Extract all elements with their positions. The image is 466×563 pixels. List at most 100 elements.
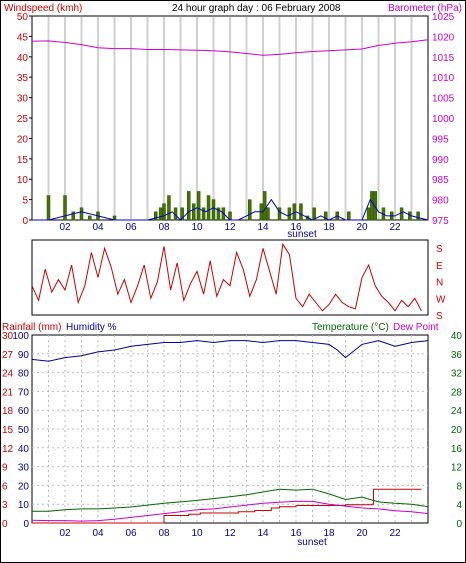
gust-bar xyxy=(287,207,292,221)
gust-bar xyxy=(154,211,158,221)
temperature-tick-label: 12 xyxy=(451,463,463,474)
gust-bar xyxy=(266,207,270,221)
gust-bar xyxy=(211,199,216,221)
temperature-tick-label: 20 xyxy=(451,425,463,436)
temperature-tick-label: 24 xyxy=(451,406,463,417)
temperature-tick-label: 16 xyxy=(451,444,463,455)
windspeed-tick-label: 35 xyxy=(17,73,29,84)
gust-bar xyxy=(79,207,84,221)
gust-bar xyxy=(46,195,51,221)
barometer-tick-label: 1010 xyxy=(432,73,455,84)
barometer-tick-label: 1020 xyxy=(432,32,455,43)
humidity-tick-label: 60 xyxy=(18,406,30,417)
windspeed-tick-label: 25 xyxy=(17,114,29,125)
direction-plot-area xyxy=(31,239,429,316)
gust-bar xyxy=(248,199,252,221)
direction-tick-label: S xyxy=(436,244,443,255)
rainfall-axis-label: Rainfall (mm) xyxy=(2,322,61,333)
time-tick-label: 16 xyxy=(290,528,302,539)
rainfall-tick-label: 12 xyxy=(2,444,14,455)
direction-tick-label: S xyxy=(436,311,443,322)
rainfall-tick-label: 27 xyxy=(2,350,14,361)
windspeed-tick-label: 5 xyxy=(22,196,28,207)
temperature-tick-label: 0 xyxy=(456,519,462,530)
time-tick-label: 16 xyxy=(290,222,302,233)
time-tick-label: 12 xyxy=(224,222,236,233)
humidity-line xyxy=(31,340,429,362)
rainfall-tick-label: 21 xyxy=(2,387,14,398)
time-tick-label: 12 xyxy=(224,528,236,539)
humidity-tick-label: 40 xyxy=(18,444,30,455)
time-tick-label: 02 xyxy=(59,528,71,539)
humidity-tick-label: 50 xyxy=(18,425,30,436)
barometer-tick-label: 975 xyxy=(432,216,449,227)
barometer-tick-label: 995 xyxy=(432,134,449,145)
gust-bar xyxy=(373,191,377,221)
temperature-axis-label: Temperature (°C) xyxy=(312,322,389,333)
humidity-tick-label: 10 xyxy=(18,500,30,511)
time-tick-label: 18 xyxy=(323,222,335,233)
rainfall-tick-label: 24 xyxy=(2,369,14,380)
gust-bar xyxy=(299,203,303,221)
temperature-tick-label: 8 xyxy=(456,481,462,492)
windspeed-tick-label: 15 xyxy=(17,155,29,166)
dewpoint-axis-label: Dew Point xyxy=(393,322,439,333)
temperature-tick-label: 40 xyxy=(451,331,463,342)
humidity-tick-label: 100 xyxy=(12,331,29,342)
windspeed-tick-label: 0 xyxy=(22,216,28,227)
windspeed-axis-label: Windspeed (kmh) xyxy=(4,3,82,14)
wind-average-line xyxy=(32,198,429,221)
chart-title: 24 hour graph day : 06 February 2008 xyxy=(172,3,341,14)
humidity-tick-label: 0 xyxy=(23,519,29,530)
time-tick-label: 04 xyxy=(92,222,104,233)
windspeed-tick-label: 45 xyxy=(17,32,29,43)
rainfall-tick-label: 18 xyxy=(2,406,14,417)
gust-bar xyxy=(216,207,221,221)
barometer-tick-label: 1015 xyxy=(432,53,455,64)
direction-tick-label: W xyxy=(436,294,446,305)
gust-bar xyxy=(370,191,374,221)
gust-bar xyxy=(416,211,420,221)
time-tick-label: 10 xyxy=(191,222,203,233)
barometer-tick-label: 990 xyxy=(432,155,449,166)
humidity-axis-label: Humidity % xyxy=(66,322,117,333)
time-tick-label: 10 xyxy=(191,528,203,539)
temperature-line xyxy=(32,488,429,512)
temperature-tick-label: 4 xyxy=(456,500,462,511)
humidity-tick-label: 70 xyxy=(18,387,30,398)
gust-bar xyxy=(187,191,191,221)
gust-bar xyxy=(323,211,328,221)
gust-bar xyxy=(347,211,351,221)
gust-bar xyxy=(167,195,171,221)
time-tick-label: 04 xyxy=(92,528,104,539)
time-tick-label: 22 xyxy=(389,528,401,539)
gust-bar xyxy=(191,203,196,221)
windspeed-tick-label: 10 xyxy=(17,175,29,186)
gust-bar xyxy=(206,195,211,221)
barometer-tick-label: 985 xyxy=(432,175,449,186)
direction-tick-label: N xyxy=(436,278,443,289)
sunset-label-1: sunset xyxy=(287,229,317,240)
windspeed-tick-label: 30 xyxy=(17,94,29,105)
temperature-tick-label: 32 xyxy=(451,369,463,380)
barometer-tick-label: 980 xyxy=(432,196,449,207)
temperature-tick-label: 36 xyxy=(451,350,463,361)
gust-bar xyxy=(88,215,92,221)
gust-bar xyxy=(366,207,371,221)
time-tick-label: 22 xyxy=(389,222,401,233)
direction-tick-label: E xyxy=(436,261,443,272)
gust-bar xyxy=(201,207,206,221)
humidity-tick-label: 30 xyxy=(18,463,30,474)
barometer-tick-label: 1005 xyxy=(432,94,455,105)
humidity-tick-label: 90 xyxy=(18,350,30,361)
barometer-tick-label: 1000 xyxy=(432,114,455,125)
rainfall-tick-label: 30 xyxy=(2,331,14,342)
time-tick-label: 20 xyxy=(356,528,368,539)
time-tick-label: 06 xyxy=(125,528,137,539)
time-tick-label: 02 xyxy=(59,222,71,233)
gust-bar xyxy=(277,207,282,221)
time-tick-label: 14 xyxy=(257,528,269,539)
time-tick-label: 20 xyxy=(356,222,368,233)
windspeed-tick-label: 20 xyxy=(17,134,29,145)
